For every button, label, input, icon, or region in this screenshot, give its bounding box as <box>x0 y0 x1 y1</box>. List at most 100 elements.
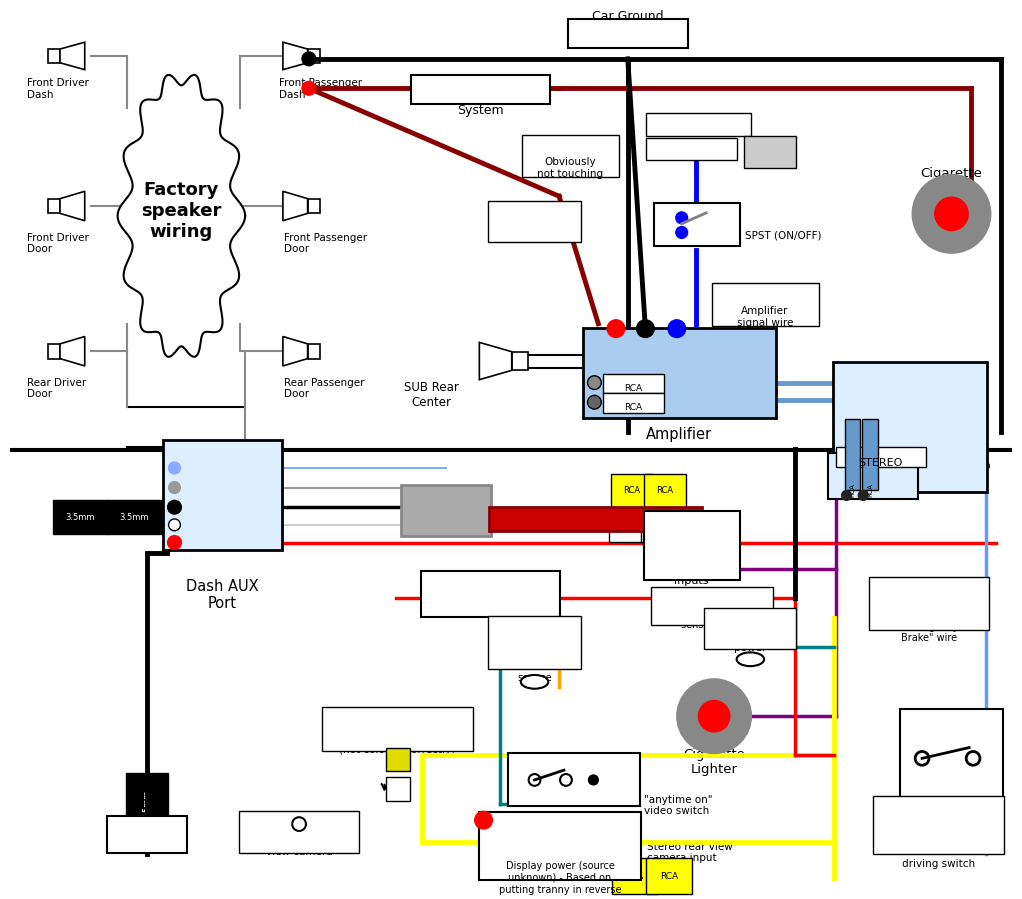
FancyBboxPatch shape <box>869 577 988 630</box>
Polygon shape <box>283 42 308 69</box>
Text: RCA: RCA <box>849 483 855 496</box>
Ellipse shape <box>521 675 548 689</box>
FancyBboxPatch shape <box>744 137 795 168</box>
Circle shape <box>858 491 868 501</box>
Circle shape <box>841 491 851 501</box>
FancyBboxPatch shape <box>322 708 473 751</box>
Polygon shape <box>60 336 85 366</box>
FancyBboxPatch shape <box>239 811 359 852</box>
Text: Camera
power: Camera power <box>730 632 771 654</box>
FancyBboxPatch shape <box>490 507 702 530</box>
FancyBboxPatch shape <box>651 587 773 625</box>
Circle shape <box>637 320 654 337</box>
Circle shape <box>169 462 181 474</box>
Bar <box>512 352 528 370</box>
Text: Front Driver
Dash: Front Driver Dash <box>28 78 89 100</box>
Polygon shape <box>479 343 512 379</box>
FancyBboxPatch shape <box>386 777 410 800</box>
Text: "anytime on"
video switch: "anytime on" video switch <box>645 795 713 816</box>
FancyBboxPatch shape <box>107 816 187 852</box>
FancyBboxPatch shape <box>654 203 740 246</box>
Circle shape <box>913 174 990 254</box>
Text: Power tap: Power tap <box>665 149 717 159</box>
Circle shape <box>169 519 181 530</box>
FancyBboxPatch shape <box>508 753 640 806</box>
Text: AUX A/V
inputs: AUX A/V inputs <box>668 564 714 586</box>
Text: Obviously
not touching: Obviously not touching <box>537 157 603 179</box>
Circle shape <box>607 320 624 337</box>
Text: 3.5mm: 3.5mm <box>120 512 149 521</box>
Bar <box>308 49 320 63</box>
Text: Dash AUX
Port: Dash AUX Port <box>186 579 259 611</box>
FancyBboxPatch shape <box>646 112 751 137</box>
FancyBboxPatch shape <box>645 512 740 580</box>
Circle shape <box>292 817 306 831</box>
Text: Factory Rear
View Screen: Factory Rear View Screen <box>840 481 905 503</box>
FancyBboxPatch shape <box>489 201 580 243</box>
Circle shape <box>303 82 316 95</box>
FancyBboxPatch shape <box>522 136 619 176</box>
Text: Front Passenger
Dash: Front Passenger Dash <box>279 78 363 100</box>
Polygon shape <box>283 336 308 366</box>
Text: Factory Rear
View Screen: Factory Rear View Screen <box>456 599 525 620</box>
Circle shape <box>588 396 601 409</box>
FancyBboxPatch shape <box>712 282 819 325</box>
Polygon shape <box>283 191 308 221</box>
Ellipse shape <box>737 653 764 666</box>
Circle shape <box>668 320 686 337</box>
Text: RCA: RCA <box>625 872 644 881</box>
Text: Stereo reverse
sensing wire: Stereo reverse sensing wire <box>677 609 748 630</box>
Text: MP3: MP3 <box>133 836 161 849</box>
FancyBboxPatch shape <box>386 748 410 771</box>
Text: Display power (source
unknown) - Based on
putting tranny in reverse: Display power (source unknown) - Based o… <box>499 861 621 895</box>
FancyBboxPatch shape <box>844 419 861 490</box>
FancyBboxPatch shape <box>489 616 580 669</box>
Circle shape <box>698 700 730 732</box>
FancyBboxPatch shape <box>863 419 878 490</box>
Text: Video and
Phone while
driving switch: Video and Phone while driving switch <box>902 836 975 869</box>
Text: RCA: RCA <box>867 483 873 496</box>
FancyBboxPatch shape <box>421 571 560 617</box>
Text: RCA: RCA <box>624 404 643 413</box>
Bar <box>308 343 320 359</box>
Text: Stereo rear view
camera input: Stereo rear view camera input <box>647 841 733 863</box>
Text: Rear Passenger
Door: Rear Passenger Door <box>284 378 365 399</box>
FancyBboxPatch shape <box>411 75 550 104</box>
FancyBboxPatch shape <box>873 796 1005 853</box>
FancyBboxPatch shape <box>828 453 918 499</box>
Text: Car Ground
(Chassis) System: Car Ground (Chassis) System <box>574 10 682 38</box>
Bar <box>48 343 60 359</box>
FancyBboxPatch shape <box>603 394 664 413</box>
Text: Front Driver
Door: Front Driver Door <box>28 233 89 254</box>
Text: 3.5mm: 3.5mm <box>142 789 151 819</box>
Text: Amplifier: Amplifier <box>646 427 712 441</box>
Text: Main power
source: Main power source <box>505 224 565 245</box>
FancyBboxPatch shape <box>833 362 987 492</box>
Circle shape <box>935 197 968 230</box>
Text: RCA: RCA <box>624 384 643 393</box>
Text: Cigarette
Lighter: Cigarette Lighter <box>921 167 982 195</box>
Polygon shape <box>118 75 245 357</box>
Circle shape <box>677 679 751 753</box>
Text: Ground to
stereo
chassis: Ground to stereo chassis <box>941 461 990 494</box>
FancyBboxPatch shape <box>401 485 492 536</box>
Circle shape <box>588 376 601 389</box>
Text: SPST
Switch: SPST Switch <box>929 773 974 801</box>
Polygon shape <box>60 191 85 221</box>
Text: Car Power
System: Car Power System <box>449 89 512 117</box>
FancyBboxPatch shape <box>568 19 688 48</box>
FancyBboxPatch shape <box>704 609 796 649</box>
Circle shape <box>676 212 688 224</box>
Text: Video feed tap
(not colored correctly): Video feed tap (not colored correctly) <box>339 734 455 755</box>
FancyBboxPatch shape <box>478 813 642 880</box>
Text: Main ground: Main ground <box>665 125 731 135</box>
FancyBboxPatch shape <box>603 374 664 394</box>
Text: Factory
speaker
wiring: Factory speaker wiring <box>141 181 222 241</box>
Text: RCA: RCA <box>660 872 678 881</box>
Text: Factory rear
view camera: Factory rear view camera <box>266 836 332 858</box>
Bar <box>308 199 320 213</box>
FancyBboxPatch shape <box>646 138 737 160</box>
Text: Cigarette
Lighter: Cigarette Lighter <box>683 748 745 776</box>
Circle shape <box>303 52 316 66</box>
Bar <box>48 199 60 213</box>
